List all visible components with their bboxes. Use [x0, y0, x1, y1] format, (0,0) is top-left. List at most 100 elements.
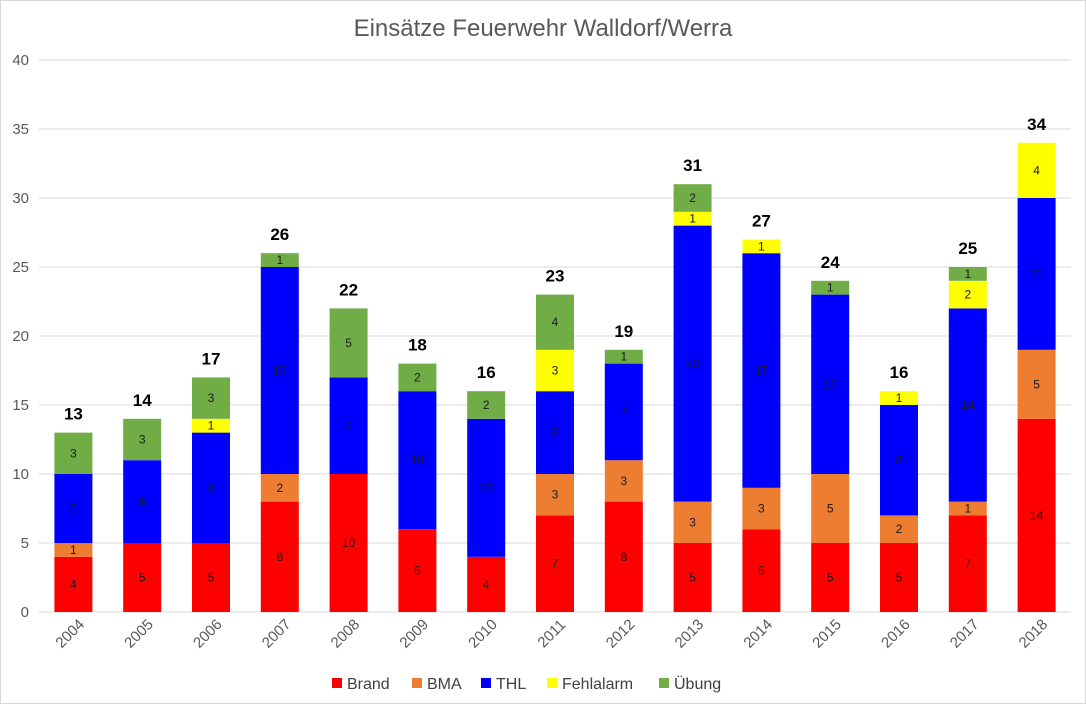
segment-value-label: 10: [480, 481, 494, 495]
y-tick-label: 15: [12, 397, 29, 414]
bar-segment: [536, 515, 574, 612]
x-tick-label: 2005: [121, 616, 157, 652]
x-tick-label: 2016: [878, 616, 914, 652]
bar-segment: [880, 391, 918, 405]
legend-swatch: [481, 678, 491, 688]
segment-value-label: 1: [689, 212, 696, 226]
segment-value-label: 17: [755, 364, 769, 378]
bar-segment: [329, 308, 368, 378]
x-tick-label: 2009: [396, 616, 432, 652]
x-tick-label: 2011: [534, 616, 569, 651]
bar-segment: [948, 515, 987, 612]
bar-segment: [742, 239, 781, 254]
segment-value-label: 5: [345, 336, 352, 350]
bar-segment: [948, 501, 987, 516]
segment-value-label: 1: [276, 253, 283, 267]
bar-total-label: 26: [270, 225, 289, 244]
bar-total-label: 13: [64, 405, 83, 424]
bar-segment: [742, 253, 781, 488]
bar-segment: [123, 543, 162, 612]
bar-stack: 8 2 15 1 26: [260, 225, 299, 612]
segment-value-label: 10: [342, 536, 356, 550]
segment-value-label: 20: [686, 357, 700, 371]
y-tick-label: 0: [21, 604, 29, 621]
bar-segment: [880, 405, 918, 516]
bar-segment: [880, 543, 918, 612]
bar-segment: [811, 280, 850, 295]
segment-value-label: 3: [758, 502, 765, 516]
segment-value-label: 7: [345, 419, 352, 433]
y-tick-label: 10: [12, 466, 29, 483]
x-tick-label: 2007: [259, 616, 295, 652]
bar-segment: [467, 391, 506, 419]
segment-value-label: 6: [758, 564, 765, 578]
y-tick-label: 20: [12, 328, 29, 345]
segment-value-label: 8: [208, 481, 215, 495]
segment-value-label: 14: [961, 398, 975, 412]
bar-total-label: 16: [890, 363, 909, 382]
bar-segment: [536, 294, 574, 350]
segment-value-label: 5: [896, 571, 903, 585]
bar-segment: [536, 349, 574, 392]
segment-value-label: 2: [689, 191, 696, 205]
bar-stack: 10 7 5 22: [329, 280, 368, 612]
segment-value-label: 6: [414, 564, 421, 578]
bar-stack: 5 2 8 1 16: [880, 363, 918, 612]
bar-segment: [673, 211, 712, 226]
bar-total-label: 17: [202, 349, 221, 368]
bar-segment: [260, 253, 299, 267]
segment-value-label: 4: [552, 315, 559, 329]
segment-value-label: 4: [1033, 163, 1040, 177]
bar-total-label: 16: [477, 363, 496, 382]
segment-value-label: 5: [208, 571, 215, 585]
bar-segment: [673, 184, 712, 212]
segment-value-label: 5: [1033, 377, 1040, 391]
segment-value-label: 3: [689, 515, 696, 529]
segment-value-label: 13: [824, 377, 838, 391]
bar-segment: [742, 529, 781, 612]
segment-value-label: 3: [552, 488, 559, 502]
legend-item: THL: [481, 676, 526, 693]
segment-value-label: 3: [552, 364, 559, 378]
bar-segment: [1017, 142, 1056, 198]
bar-segment: [673, 501, 712, 543]
x-tick-label: 2017: [947, 616, 983, 652]
segment-value-label: 3: [139, 433, 146, 447]
bar-total-label: 22: [339, 280, 358, 299]
bar-segment: [1017, 349, 1056, 419]
segment-value-label: 3: [70, 446, 77, 460]
segment-value-label: 5: [139, 571, 146, 585]
x-tick-label: 2010: [465, 616, 501, 652]
bar-total-label: 14: [133, 391, 152, 410]
bar-segment: [123, 418, 162, 461]
bar-total-label: 23: [546, 267, 565, 286]
bar-segment: [536, 474, 574, 516]
bar-segment: [260, 267, 299, 474]
x-tick-label: 2018: [1016, 616, 1052, 652]
x-tick-label: 2006: [190, 616, 226, 652]
legend-label: Fehlalarm: [562, 676, 633, 693]
bar-segment: [329, 377, 368, 474]
bar-segment: [329, 474, 368, 612]
bar-stack: 5 5 13 1 24: [811, 253, 850, 612]
x-tick-label: 2012: [603, 616, 639, 652]
segment-value-label: 8: [276, 550, 283, 564]
segment-value-label: 8: [620, 550, 627, 564]
bar-segment: [811, 474, 850, 543]
segment-value-label: 8: [896, 453, 903, 467]
bar-segment: [1017, 418, 1056, 612]
bar-segment: [948, 280, 987, 309]
legend-label: THL: [496, 676, 526, 693]
bar-segment: [398, 391, 437, 530]
segment-value-label: 1: [896, 391, 903, 405]
segment-value-label: 7: [552, 557, 559, 571]
segment-value-label: 10: [411, 453, 425, 467]
bar-total-label: 19: [614, 322, 633, 341]
legend-swatch: [412, 678, 422, 688]
segment-value-label: 5: [827, 502, 834, 516]
y-tick-label: 35: [12, 121, 29, 138]
segment-value-label: 5: [689, 571, 696, 585]
segment-value-label: 1: [208, 419, 215, 433]
bar-total-label: 25: [958, 239, 977, 258]
x-tick-label: 2014: [740, 616, 776, 652]
